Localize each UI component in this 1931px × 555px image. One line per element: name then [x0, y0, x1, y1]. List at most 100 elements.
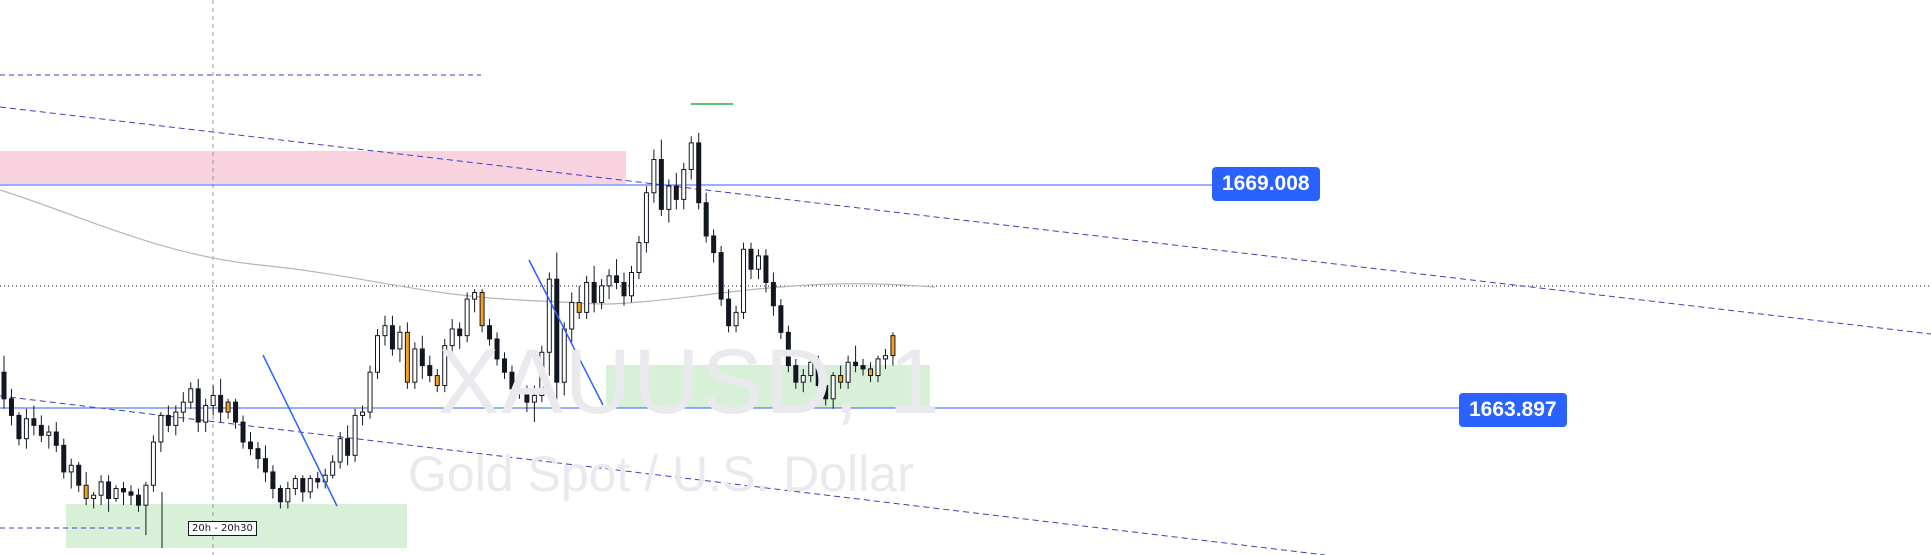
candle-body	[121, 488, 127, 493]
candle	[726, 289, 732, 333]
candle-body	[509, 371, 515, 390]
candle-body	[487, 325, 493, 340]
candle-body	[53, 431, 59, 446]
candle	[584, 275, 590, 320]
candle	[412, 342, 418, 389]
candle	[427, 355, 433, 383]
candle	[225, 398, 231, 419]
candle-body	[180, 401, 186, 413]
candle	[158, 412, 164, 452]
upper-level-price-label[interactable]: 1669.008	[1212, 167, 1320, 201]
candle-body	[494, 338, 500, 360]
candle-body	[554, 278, 560, 383]
candle-body	[135, 494, 141, 506]
candle	[748, 242, 754, 280]
candle	[106, 475, 112, 512]
candle-body	[868, 368, 874, 377]
candle-body	[188, 388, 194, 403]
candle	[755, 249, 761, 280]
candle	[397, 325, 403, 363]
session-time-label: 20h - 20h30	[188, 521, 257, 536]
candle	[83, 471, 89, 506]
candle-body	[875, 358, 881, 377]
candle-body	[576, 301, 582, 313]
candle-body	[248, 441, 254, 450]
candle-body	[546, 278, 552, 353]
candle	[419, 335, 425, 379]
candle-body	[307, 478, 313, 493]
candle-body	[8, 398, 14, 416]
candle-body	[277, 488, 283, 503]
candle	[61, 438, 67, 479]
candle-body	[853, 361, 859, 367]
candle-body	[165, 414, 171, 426]
candle-body	[778, 305, 784, 333]
candle	[38, 415, 44, 443]
candle-body	[830, 375, 836, 400]
candle	[815, 355, 821, 393]
candle-body	[449, 328, 455, 347]
candle	[307, 475, 313, 499]
candle	[210, 385, 216, 416]
candle	[240, 415, 246, 449]
candle-body	[845, 361, 851, 383]
candle-body	[315, 478, 321, 483]
candle-body	[345, 438, 351, 456]
candle	[770, 272, 776, 316]
lower-level-price-label[interactable]: 1663.897	[1459, 393, 1567, 427]
candle-body	[599, 285, 605, 303]
candle	[599, 279, 605, 310]
candle	[643, 186, 649, 253]
candle-body	[1, 371, 7, 400]
candle	[793, 358, 799, 389]
candle-body	[195, 388, 201, 423]
candle	[509, 365, 515, 396]
candle	[277, 485, 283, 509]
candle	[711, 229, 717, 263]
candle	[270, 465, 276, 499]
candle-body	[225, 401, 231, 413]
candle-body	[98, 481, 104, 496]
candle-body	[143, 484, 149, 506]
candle	[203, 398, 209, 433]
candle-body	[61, 444, 67, 473]
candle	[501, 352, 507, 379]
candle-body	[882, 355, 888, 360]
candle	[404, 322, 410, 389]
candle	[882, 348, 888, 369]
candle	[352, 408, 358, 462]
candle	[636, 235, 642, 280]
candle	[1, 355, 7, 409]
candle-body	[584, 281, 590, 313]
candle-body	[442, 345, 448, 387]
candle	[472, 289, 478, 313]
candle-body	[389, 325, 395, 350]
candle	[823, 372, 829, 406]
candle	[651, 149, 657, 203]
candle	[31, 405, 37, 436]
candle-body	[651, 159, 657, 194]
candle-body	[46, 431, 52, 436]
candle-body	[427, 365, 433, 377]
candle	[330, 455, 336, 479]
candle-body	[860, 365, 866, 370]
candle	[860, 358, 866, 376]
candle-body	[76, 464, 82, 486]
candle-body	[270, 471, 276, 490]
candle	[382, 315, 388, 346]
candle	[262, 445, 268, 482]
candle	[479, 289, 485, 333]
candle-body	[501, 358, 507, 373]
candle	[621, 272, 627, 306]
candle-body	[748, 248, 754, 270]
candle	[890, 332, 896, 366]
candle	[121, 481, 127, 506]
candle-body	[606, 275, 612, 287]
candle-body	[890, 335, 896, 357]
candle-body	[16, 414, 22, 440]
candle	[524, 385, 530, 413]
candle-body	[375, 335, 380, 373]
candle-body	[815, 361, 821, 387]
candle-body	[360, 411, 366, 416]
